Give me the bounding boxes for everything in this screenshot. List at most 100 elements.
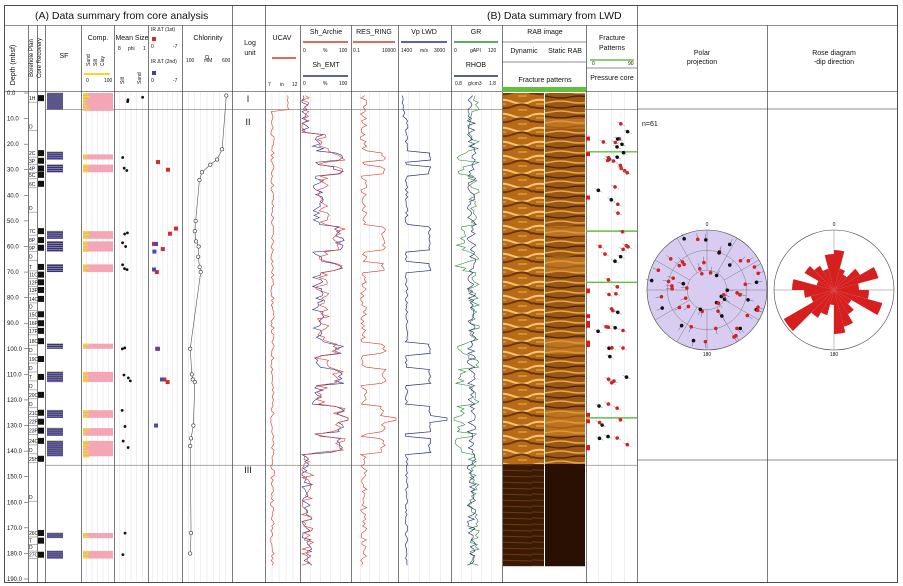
polar-pole bbox=[649, 278, 654, 283]
polar-spoke bbox=[654, 259, 690, 281]
core-label: 26C bbox=[29, 531, 39, 537]
rab-bright-band bbox=[545, 226, 585, 237]
polar-pole bbox=[754, 280, 759, 285]
comp-clay-block bbox=[83, 93, 113, 111]
fracture-point bbox=[601, 140, 606, 144]
comp-sand-bar bbox=[83, 99, 88, 101]
mean-size-point bbox=[123, 346, 127, 350]
comp-clay-block bbox=[83, 410, 113, 418]
chlorinity-point bbox=[189, 436, 194, 441]
fracture-edge-marker bbox=[586, 323, 590, 328]
depth-tick-label: 80.0 bbox=[7, 296, 19, 302]
core-recovery-bar bbox=[38, 373, 44, 380]
mean-size-point bbox=[141, 95, 145, 99]
polar-pole bbox=[735, 291, 739, 295]
rose-petal bbox=[783, 290, 834, 332]
core-recovery-bar bbox=[38, 338, 44, 345]
polar-pole bbox=[671, 276, 676, 280]
comp-sand-bar bbox=[83, 231, 90, 233]
comp-sand-bar bbox=[83, 343, 90, 346]
comp-sand-bar bbox=[83, 550, 90, 553]
mean-size-point bbox=[121, 241, 124, 245]
comp-sand-bar bbox=[83, 237, 89, 239]
chlorinity-point bbox=[188, 346, 193, 351]
depth-tick-label: 180.0 bbox=[7, 551, 23, 557]
chlorinity-point bbox=[199, 170, 204, 175]
chlorinity-legend-marker bbox=[204, 54, 210, 60]
rab-header-band bbox=[502, 87, 586, 92]
polar-spoke bbox=[724, 259, 760, 281]
fracture-point bbox=[620, 229, 625, 234]
rab-static-image bbox=[545, 93, 585, 464]
core-label: 16P bbox=[29, 321, 39, 327]
chlorinity-point bbox=[224, 93, 229, 98]
polar-pole bbox=[691, 338, 696, 343]
polar-pole bbox=[695, 237, 700, 242]
fracture-point bbox=[615, 406, 619, 410]
comp-sand-bar bbox=[83, 553, 89, 556]
core-label: T bbox=[29, 375, 32, 381]
chlorinity-point bbox=[194, 239, 199, 244]
ir1-point bbox=[162, 377, 167, 382]
fracture-point bbox=[613, 140, 618, 145]
depth-tick-label: 170.0 bbox=[7, 526, 23, 532]
rose-petal bbox=[834, 290, 853, 327]
polar-pole bbox=[734, 333, 738, 338]
polar-pole bbox=[666, 279, 671, 284]
comp-sand-bar bbox=[83, 267, 90, 269]
polar-pole bbox=[714, 273, 719, 278]
comp-clay-block bbox=[83, 550, 113, 559]
fracture-point bbox=[620, 142, 624, 147]
core-recovery-bar bbox=[38, 279, 44, 286]
comp-sand-bar bbox=[83, 241, 88, 243]
comp-sand-bar bbox=[83, 105, 87, 107]
polar-pole bbox=[686, 304, 691, 309]
chlorinity-point bbox=[220, 147, 225, 152]
mean-size-point bbox=[120, 408, 124, 412]
fracture-edge-marker bbox=[586, 412, 590, 417]
polar-pole bbox=[738, 293, 742, 297]
comp-sand-bar bbox=[83, 247, 88, 249]
rose-petal bbox=[834, 290, 846, 334]
core-label: 23P bbox=[29, 429, 39, 435]
core-recovery-bar bbox=[38, 418, 44, 425]
chlorinity-point bbox=[215, 157, 220, 162]
core-label: 1H bbox=[29, 96, 36, 102]
fracture-point bbox=[613, 325, 617, 330]
fracture-edge-marker bbox=[586, 320, 590, 325]
ir1-point bbox=[154, 270, 159, 275]
log-unit-label: I bbox=[247, 94, 250, 104]
depth-tick-label: 30.0 bbox=[7, 168, 19, 174]
polar-pole bbox=[682, 237, 686, 241]
polar-pole bbox=[755, 308, 760, 313]
comp-sand-bar bbox=[83, 371, 88, 374]
polar-pole bbox=[725, 288, 730, 292]
polar-spoke bbox=[724, 299, 760, 321]
rab-bright-band bbox=[545, 256, 585, 273]
fracture-point bbox=[609, 307, 614, 311]
rab-dynamic-image-lower bbox=[503, 463, 544, 567]
mean-size-point bbox=[120, 347, 124, 351]
comp-clay-block bbox=[83, 440, 113, 457]
comp-clay-block bbox=[83, 154, 113, 160]
polar-pole bbox=[677, 305, 682, 310]
fracture-point bbox=[609, 197, 614, 202]
core-label: 8P bbox=[29, 238, 36, 244]
rose-petal bbox=[834, 268, 860, 290]
comp-sand-bar bbox=[83, 250, 89, 252]
comp-sand-bar bbox=[83, 380, 89, 383]
core-recovery-bar bbox=[38, 409, 44, 416]
comp-clay-block bbox=[83, 371, 113, 383]
comp-sand-bar bbox=[83, 440, 88, 443]
fracture-point bbox=[618, 417, 623, 422]
fracture-point bbox=[621, 346, 625, 350]
polar-pole bbox=[727, 242, 732, 247]
vp-curve bbox=[401, 95, 448, 566]
core-label: 22P bbox=[29, 420, 39, 426]
polar-pole bbox=[698, 307, 703, 312]
ir1-point bbox=[156, 160, 160, 165]
ir2-point bbox=[154, 423, 158, 428]
core-recovery-bar bbox=[38, 320, 44, 327]
polar-pole bbox=[708, 271, 713, 275]
mean-size-point bbox=[126, 376, 130, 380]
